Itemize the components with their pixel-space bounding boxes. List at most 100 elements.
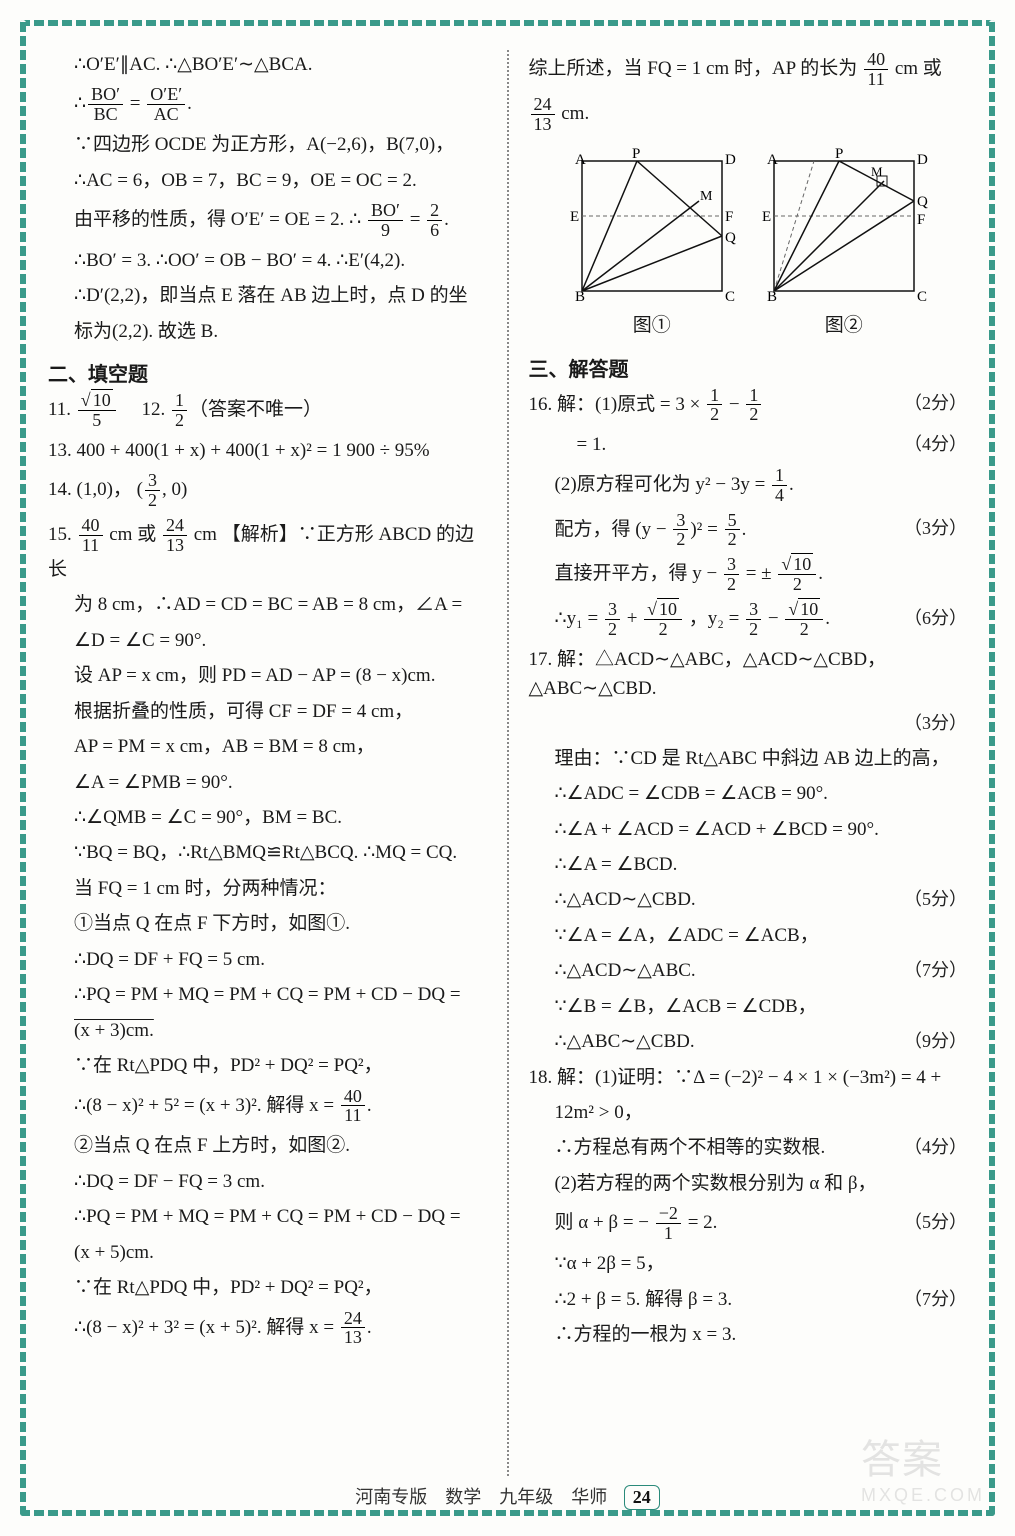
score: （6分）	[904, 605, 967, 633]
text-line: ∴△ACD∼△ABC. （7分）	[529, 956, 968, 985]
t: 由平移的性质，得 O′E′ = OE = 2. ∴	[74, 209, 361, 230]
text-line: 综上所述，当 FQ = 1 cm 时，AP 的长为 4011 cm 或	[529, 50, 968, 89]
text-line: 17. 解：△ACD∼△ABC，△ACD∼△CBD，△ABC∼△CBD.	[529, 645, 968, 704]
text-line: 2413 cm.	[529, 95, 968, 134]
score: （2分）	[904, 390, 967, 418]
text-line: 11. √105 12. 12（答案不唯一）	[48, 391, 487, 430]
text-line: ∴y₁ = 32 + √102 ，y₂ = 32 − √102. （6分）	[529, 600, 968, 639]
text-line: ①当点 Q 在点 F 下方时，如图①.	[48, 909, 487, 938]
score: （5分）	[904, 886, 967, 914]
text-line: ∴AC = 6，OB = 7，BC = 9，OE = OC = 2.	[48, 166, 487, 195]
text-line: ∵∠B = ∠B，∠ACB = ∠CDB，	[529, 992, 968, 1021]
t: (2)原方程可化为 y² − 3y =	[555, 474, 771, 495]
text-line: ∠D = ∠C = 90°.	[48, 626, 487, 655]
text-line: ∴方程总有两个不相等的实数根. （4分）	[529, 1133, 968, 1162]
t: 则 α + β = −	[555, 1212, 650, 1233]
svg-text:C: C	[725, 289, 735, 305]
t: ，y₂ =	[689, 608, 744, 629]
text-line: 12m² > 0，	[529, 1098, 968, 1127]
t: = 2.	[688, 1212, 718, 1233]
text-line: ∴BO′BC = O′E′AC.	[48, 85, 487, 124]
text-line: ∴O′E′∥AC. ∴△BO′E′∼△BCA.	[48, 50, 487, 79]
svg-text:M: M	[700, 189, 713, 204]
column-divider	[507, 50, 509, 1476]
score: （3分）	[904, 515, 967, 543]
score: （7分）	[904, 1286, 967, 1314]
section-heading: 三、解答题	[529, 353, 968, 382]
svg-text:E: E	[570, 209, 579, 225]
score: （4分）	[904, 1134, 967, 1162]
page-footer: 河南专版 数学 九年级 华师 24	[0, 1483, 1015, 1510]
score: （4分）	[904, 431, 967, 459]
svg-text:P: P	[835, 146, 843, 162]
text-line: ∴DQ = DF + FQ = 5 cm.	[48, 945, 487, 974]
t: （答案不唯一）	[189, 399, 322, 420]
text-line: 14. (1,0)， (32, 0)	[48, 471, 487, 510]
text-line: ∴△ABC∼△CBD. （9分）	[529, 1027, 968, 1056]
text-line: ∴∠ADC = ∠CDB = ∠ACB = 90°.	[529, 779, 968, 808]
text-line: ②当点 Q 在点 F 上方时，如图②.	[48, 1131, 487, 1160]
text-line: ∵四边形 OCDE 为正方形，A(−2,6)，B(7,0)，	[48, 130, 487, 159]
right-column: 综上所述，当 FQ = 1 cm 时，AP 的长为 4011 cm 或 2413…	[529, 50, 968, 1476]
text-line: ∴方程的一根为 x = 3.	[529, 1320, 968, 1349]
t: (x + 3)cm.	[74, 1020, 154, 1041]
t: 配方，得	[555, 518, 631, 539]
text-line: ∴PQ = PM + MQ = PM + CQ = PM + CD − DQ =	[48, 1202, 487, 1231]
figure-1: A P D E F Q B C M 图①	[567, 146, 737, 337]
score: （9分）	[904, 1028, 967, 1056]
text-line: 理由：∵CD 是 Rt△ABC 中斜边 AB 边上的高，	[529, 744, 968, 773]
page-number: 24	[624, 1485, 660, 1510]
figure-2: A P D E Q F B C M 图②	[759, 146, 929, 337]
t: 直接开平方，得 y −	[555, 563, 722, 584]
text-line: ∵BQ = BQ，∴Rt△BMQ≌Rt△BCQ. ∴MQ = CQ.	[48, 838, 487, 867]
text-line: ∴(8 − x)² + 5² = (x + 3)². 解得 x = 4011.	[48, 1087, 487, 1126]
svg-text:B: B	[767, 289, 777, 305]
text-line: ∴∠A = ∠BCD.	[529, 850, 968, 879]
figures: A P D E F Q B C M 图①	[529, 146, 968, 337]
text-line: （3分）	[529, 710, 968, 738]
svg-text:A: A	[575, 152, 586, 168]
svg-text:B: B	[575, 289, 585, 305]
svg-text:D: D	[917, 152, 928, 168]
text-line: 由平移的性质，得 O′E′ = OE = 2. ∴ BO′9 = 26.	[48, 201, 487, 240]
text-line: ∴(8 − x)² + 3² = (x + 5)². 解得 x = 2413.	[48, 1309, 487, 1348]
text-line: 13. 400 + 400(1 + x) + 400(1 + x)² = 1 9…	[48, 436, 487, 465]
svg-text:E: E	[762, 209, 771, 225]
t: 14. (1,0)，	[48, 479, 132, 500]
svg-text:F: F	[917, 212, 925, 228]
text-line: 标为(2,2). 故选 B.	[48, 317, 487, 346]
text-line: ∠A = ∠PMB = 90°.	[48, 768, 487, 797]
svg-text:M: M	[871, 164, 883, 179]
t: 【解析】∵正方形 ABCD 的边长	[48, 524, 474, 580]
t: 16. 解：(1)原式 = 3 ×	[529, 393, 706, 414]
text-line: ∵α + 2β = 5，	[529, 1249, 968, 1278]
svg-text:Q: Q	[917, 194, 928, 210]
t: ∴(8 − x)² + 5² = (x + 3)². 解得 x =	[74, 1094, 339, 1115]
text-line: 18. 解：(1)证明：∵Δ = (−2)² − 4 × 1 × (−3m²) …	[529, 1063, 968, 1092]
t: ∴(8 − x)² + 3² = (x + 5)². 解得 x =	[74, 1316, 339, 1337]
text-line: ∵在 Rt△PDQ 中，PD² + DQ² = PQ²，	[48, 1051, 487, 1080]
text-line: 15. 4011 cm 或 2413 cm 【解析】∵正方形 ABCD 的边长	[48, 516, 487, 584]
section-heading: 二、填空题	[48, 358, 487, 387]
t: cm.	[561, 103, 589, 124]
text-line: AP = PM = x cm，AB = BM = 8 cm，	[48, 732, 487, 761]
t: ∴y₁ =	[555, 608, 603, 629]
text-line: (x + 5)cm.	[48, 1238, 487, 1267]
text-line: (2)原方程可化为 y² − 3y = 14.	[529, 466, 968, 505]
left-column: ∴O′E′∥AC. ∴△BO′E′∼△BCA. ∴BO′BC = O′E′AC.…	[48, 50, 487, 1476]
text-line: ∴2 + β = 5. 解得 β = 3. （7分）	[529, 1285, 968, 1314]
text-line: ∴△ACD∼△CBD. （5分）	[529, 885, 968, 914]
text-line: 直接开平方，得 y − 32 = ± √102.	[529, 555, 968, 594]
footer-text: 河南专版 数学 九年级 华师	[355, 1487, 607, 1507]
text-line: 则 α + β = − −21 = 2. （5分）	[529, 1204, 968, 1243]
svg-text:D: D	[725, 152, 736, 168]
text-line: = 1. （4分）	[529, 430, 968, 459]
figure-caption: 图②	[825, 310, 863, 337]
text-line: ∴∠QMB = ∠C = 90°，BM = BC.	[48, 803, 487, 832]
text-line: 设 AP = x cm，则 PD = AD − AP = (8 − x)cm.	[48, 661, 487, 690]
svg-text:A: A	[767, 152, 778, 168]
t: ∴△ABC∼△CBD.	[555, 1027, 695, 1056]
text-line: ∵∠A = ∠A，∠ADC = ∠ACB，	[529, 921, 968, 950]
t: 综上所述，当 FQ = 1 cm 时，AP 的长为	[529, 58, 858, 79]
score: （5分）	[904, 1209, 967, 1237]
